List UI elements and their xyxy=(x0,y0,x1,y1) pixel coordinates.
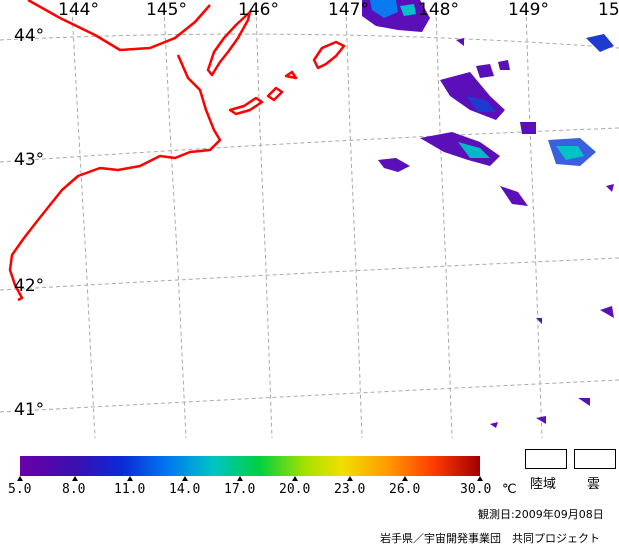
colorbar-label-11: 11.0 xyxy=(114,482,146,497)
colorbar-tick xyxy=(347,476,353,481)
sst-patch-3 xyxy=(420,132,500,166)
colorbar-tick xyxy=(402,476,408,481)
lon-label-148: 148° xyxy=(418,0,459,20)
lat-label-41: 41° xyxy=(14,400,45,420)
colorbar-tick xyxy=(182,476,188,481)
meridian-146 xyxy=(255,9,273,439)
lon-label-145: 145° xyxy=(146,0,187,20)
sst-patch-7 xyxy=(500,186,528,206)
colorbar-label-20: 20.0 xyxy=(279,482,311,497)
meridian-149 xyxy=(525,9,543,439)
lat-label-42: 42° xyxy=(14,276,45,296)
meridian-144 xyxy=(71,9,96,439)
island-1 xyxy=(228,96,264,116)
legend-land-label: 陸域 xyxy=(530,477,557,492)
colorbar-label-5: 5.0 xyxy=(8,482,32,497)
parallel-44 xyxy=(0,33,619,49)
coastline xyxy=(8,0,346,302)
sst-patch-8 xyxy=(520,122,536,134)
colorbar-tick xyxy=(72,476,78,481)
sst-patch-9 xyxy=(476,64,494,78)
legend-cloud-swatch xyxy=(574,449,616,469)
island-2 xyxy=(266,86,284,102)
meridian-145 xyxy=(163,9,187,439)
sst-patch-14 xyxy=(578,398,590,406)
island-3 xyxy=(284,70,298,80)
legend-land-swatch xyxy=(525,449,567,469)
parallel-41 xyxy=(0,379,619,413)
coast-shiretoko xyxy=(206,10,252,77)
temperature-colorbar xyxy=(20,456,480,476)
legend-cloud-label: 雲 xyxy=(587,477,601,492)
sst-patch-1-core2 xyxy=(400,4,416,16)
sst-patch-10 xyxy=(498,60,510,70)
sst-patches xyxy=(362,0,614,428)
lon-label-149: 149° xyxy=(508,0,549,20)
sst-patch-5-core xyxy=(556,146,584,160)
colorbar-label-17: 17.0 xyxy=(224,482,256,497)
colorbar-tick xyxy=(292,476,298,481)
lon-label-146: 146° xyxy=(238,0,279,20)
colorbar-unit: ℃ xyxy=(502,482,517,497)
lon-label-150: 15 xyxy=(598,0,619,20)
sst-patch-15 xyxy=(536,416,546,424)
coast-east xyxy=(8,54,222,302)
colorbar-tick xyxy=(17,476,23,481)
sea-surface-temperature-map xyxy=(0,0,619,439)
sst-patch-6 xyxy=(586,34,614,52)
lat-label-43: 43° xyxy=(14,150,45,170)
sst-patch-16 xyxy=(490,422,498,428)
sst-patch-2-core xyxy=(466,96,496,112)
observation-date: 観測日:2009年09月08日 xyxy=(478,508,604,521)
island-kunashiri xyxy=(312,40,346,70)
sst-patch-2 xyxy=(440,72,505,120)
coast-top xyxy=(27,0,211,52)
colorbar-label-26: 26.0 xyxy=(389,482,421,497)
colorbar-label-23: 23.0 xyxy=(334,482,366,497)
lon-label-147: 147° xyxy=(328,0,369,20)
sst-patch-13 xyxy=(536,318,542,324)
sst-patch-4 xyxy=(378,158,410,172)
sst-patch-11 xyxy=(456,38,464,46)
colorbar-label-8: 8.0 xyxy=(62,482,86,497)
colorbar-label-14: 14.0 xyxy=(169,482,201,497)
sst-patch-1-core xyxy=(370,0,398,18)
colorbar-tick xyxy=(477,476,483,481)
lon-label-144: 144° xyxy=(58,0,99,20)
lat-label-44: 44° xyxy=(14,26,45,46)
sst-patch-12 xyxy=(600,306,614,318)
colorbar-tick xyxy=(237,476,243,481)
graticule xyxy=(0,9,619,439)
colorbar-label-30: 30.0 xyxy=(460,482,492,497)
meridian-147 xyxy=(345,9,363,439)
credit-text: 岩手県／宇宙開発事業団 共同プロジェクト xyxy=(380,532,600,545)
colorbar-tick xyxy=(127,476,133,481)
parallel-42 xyxy=(0,257,619,291)
sst-patch-17 xyxy=(606,184,614,192)
sst-patch-3-core xyxy=(458,142,490,158)
meridian-148 xyxy=(435,9,453,439)
